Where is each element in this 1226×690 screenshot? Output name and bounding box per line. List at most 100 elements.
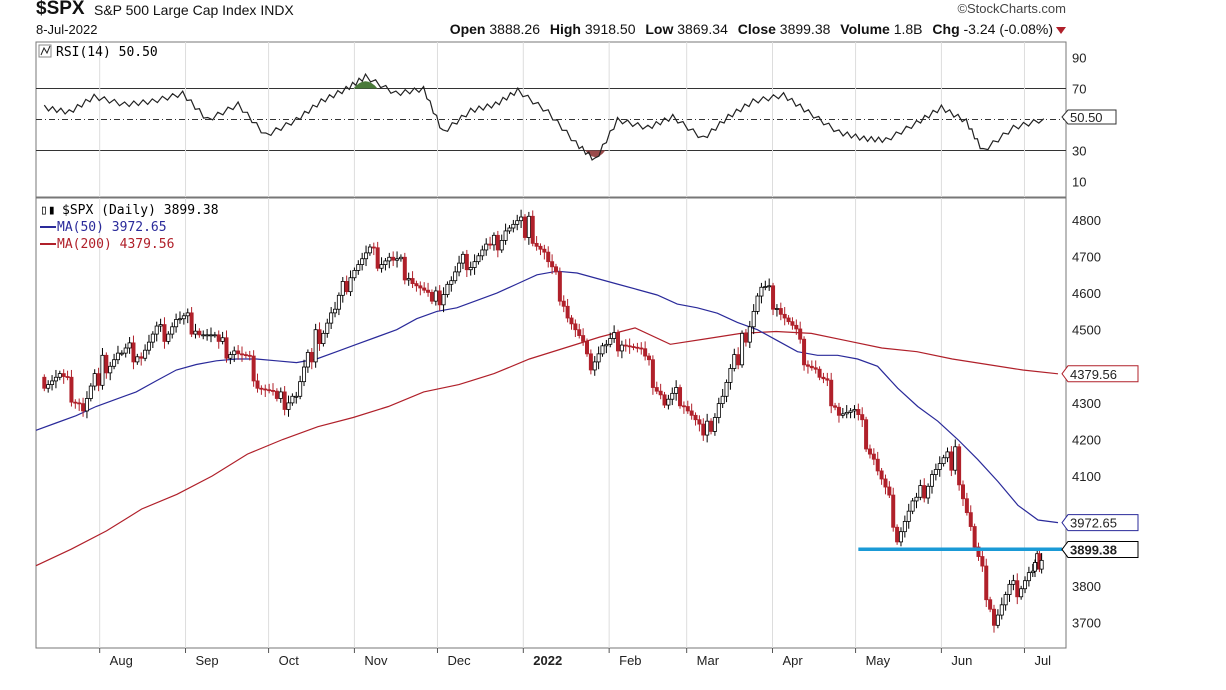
- price-bar-body: [309, 351, 314, 363]
- price-bar-body: [992, 608, 997, 626]
- price-bar-body: [771, 285, 776, 310]
- price-bar-body: [577, 329, 582, 336]
- price-bar-body: [84, 398, 89, 412]
- price-bar-body: [616, 332, 621, 352]
- price-bar-body: [232, 350, 237, 355]
- price-bar-body: [836, 406, 841, 416]
- price-bar-body: [255, 380, 260, 389]
- price-bar-body: [732, 354, 737, 369]
- price-bar-body: [216, 334, 221, 342]
- price-bar-body: [348, 277, 353, 293]
- price-bar-body: [73, 401, 78, 404]
- price-bar-body: [670, 392, 675, 400]
- price-bar-body: [294, 395, 299, 398]
- price-bar-body: [247, 354, 252, 357]
- price-bar-body: [608, 338, 613, 345]
- price-bar-body: [964, 498, 969, 514]
- x-tick-label: Jul: [1034, 653, 1051, 668]
- price-bar-body: [1026, 572, 1031, 582]
- price-bar-body: [674, 387, 679, 394]
- open-label: Open: [449, 21, 486, 37]
- price-bar-body: [112, 359, 117, 367]
- price-bar-body: [410, 278, 415, 285]
- price-bar-body: [813, 367, 818, 370]
- price-bar-body: [635, 346, 640, 349]
- x-tick-label: Jun: [951, 653, 972, 668]
- brand-logo[interactable]: ©StockCharts.com: [957, 1, 1066, 16]
- price-bar-body: [170, 326, 175, 335]
- price-bar-body: [895, 526, 900, 543]
- price-bar-body: [441, 294, 446, 306]
- price-bar-body: [534, 242, 539, 247]
- rsi-line: [43, 72, 1045, 161]
- price-bar-body: [961, 484, 966, 500]
- rsi-value-tag: 50.50: [1061, 109, 1117, 125]
- price-bar-body: [631, 346, 636, 348]
- exchange: INDX: [260, 2, 294, 18]
- price-bar-body: [767, 285, 772, 288]
- price-bar-body: [352, 270, 357, 279]
- price-bar-body: [647, 355, 652, 361]
- price-bar-body: [561, 300, 566, 307]
- price-bar-body: [798, 328, 803, 340]
- price-bar-body: [212, 334, 217, 337]
- price-bar-body: [526, 215, 531, 238]
- price-bar-body: [747, 326, 752, 343]
- high-value: 3918.50: [584, 21, 636, 37]
- price-tick-label: 4500: [1072, 323, 1101, 338]
- price-bar-body: [980, 556, 985, 567]
- price-bar-body: [639, 347, 644, 350]
- price-bar-body: [840, 413, 845, 416]
- price-bar-body: [953, 446, 958, 471]
- price-bar-body: [302, 366, 307, 383]
- price-bar-body: [243, 354, 248, 356]
- price-bar-body: [546, 251, 551, 263]
- price-bar-body: [833, 405, 838, 408]
- price-bar-body: [340, 281, 345, 296]
- price-bar-body: [115, 352, 120, 361]
- x-tick-label: Oct: [279, 653, 300, 668]
- price-bar-body: [325, 322, 330, 334]
- x-tick-label: May: [866, 653, 891, 668]
- price-bar-body: [829, 379, 834, 407]
- price-bar-body: [499, 240, 504, 251]
- price-bar-body: [1023, 580, 1028, 590]
- price-bar-body: [329, 312, 334, 324]
- price-legend: ▯▮ $SPX (Daily) 3899.38 MA(50) 3972.65 M…: [40, 203, 219, 252]
- price-bar-body: [92, 373, 97, 387]
- price-bar-body: [879, 470, 884, 480]
- price-bar-body: [774, 308, 779, 310]
- price-bar-body: [643, 348, 648, 357]
- price-tick-label: 4700: [1072, 250, 1101, 265]
- current-price-tag: [1061, 540, 1139, 558]
- price-bar-body: [530, 215, 535, 244]
- rsi-legend-label: RSI(14) 50.50: [56, 45, 158, 60]
- volume-value: 1.8B: [893, 21, 923, 37]
- close-value: 3899.38: [779, 21, 831, 37]
- price-bar-body: [81, 403, 86, 412]
- price-bar-body: [426, 289, 431, 293]
- price-bar-body: [600, 345, 605, 355]
- price-bar-body: [429, 291, 434, 302]
- price-bar-body: [802, 338, 807, 366]
- quote-summary: Open 3888.26 High 3918.50 Low 3869.34 Cl…: [450, 21, 1066, 37]
- price-bar-body: [557, 271, 562, 302]
- price-bar-body: [174, 319, 179, 328]
- price-bar-body: [542, 248, 547, 253]
- price-bar-body: [271, 390, 276, 392]
- price-bar-body: [794, 324, 799, 330]
- price-bar-body: [123, 347, 128, 354]
- price-bar-body: [220, 337, 225, 342]
- price-bar-body: [945, 451, 950, 459]
- rsi-tick-label: 70: [1072, 82, 1086, 97]
- price-bar-body: [976, 546, 981, 557]
- price-bar-body: [565, 305, 570, 319]
- price-bar-body: [166, 333, 171, 342]
- x-tick-label: Aug: [110, 653, 133, 668]
- price-bar-body: [666, 398, 671, 406]
- price-bar-body: [1015, 580, 1020, 598]
- rsi-tick-label: 10: [1072, 175, 1086, 190]
- price-bar-body: [825, 378, 830, 381]
- open-value: 3888.26: [489, 21, 540, 37]
